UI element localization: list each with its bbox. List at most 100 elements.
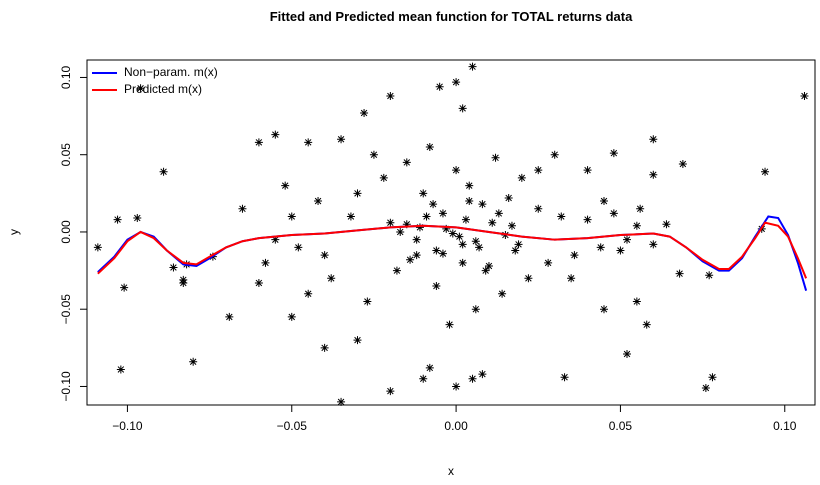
point [517, 173, 526, 182]
point [511, 246, 520, 255]
point [327, 274, 336, 283]
point [287, 212, 296, 221]
point [609, 209, 618, 218]
point [287, 312, 296, 321]
point [636, 204, 645, 213]
point [386, 91, 395, 100]
point [504, 193, 513, 202]
point [461, 215, 470, 224]
point [649, 240, 658, 249]
point [415, 223, 424, 232]
point [471, 237, 480, 246]
point [425, 142, 434, 151]
point [800, 91, 809, 100]
point [320, 251, 329, 260]
point [478, 200, 487, 209]
x-tick-label: −0.05 [277, 419, 308, 433]
point [524, 274, 533, 283]
point [514, 240, 523, 249]
point [337, 135, 346, 144]
point [465, 181, 474, 190]
chart-title: Fitted and Predicted mean function for T… [270, 9, 633, 24]
point [468, 374, 477, 383]
point [419, 189, 428, 198]
point [271, 235, 280, 244]
point [254, 278, 263, 287]
point [468, 62, 477, 71]
point [488, 218, 497, 227]
point [761, 167, 770, 176]
point [448, 229, 457, 238]
point [120, 283, 129, 292]
point [599, 197, 608, 206]
point [478, 370, 487, 379]
point [294, 243, 303, 252]
point [678, 159, 687, 168]
point [623, 350, 632, 359]
point [320, 343, 329, 352]
point [491, 153, 500, 162]
point [438, 249, 447, 258]
point [481, 266, 490, 275]
point [386, 387, 395, 396]
point [432, 282, 441, 291]
point [363, 297, 372, 306]
point [93, 243, 102, 252]
point [534, 204, 543, 213]
point [136, 84, 145, 93]
point [455, 232, 464, 241]
point [494, 209, 503, 218]
point [281, 181, 290, 190]
point [609, 149, 618, 158]
point [369, 150, 378, 159]
point [432, 246, 441, 255]
point [583, 166, 592, 175]
point [435, 82, 444, 91]
point [406, 255, 415, 264]
point [616, 246, 625, 255]
point [133, 214, 142, 223]
point [422, 212, 431, 221]
point [379, 173, 388, 182]
point [402, 220, 411, 229]
point [550, 150, 559, 159]
point [475, 243, 484, 252]
point [337, 397, 346, 406]
y-tick-label: 0.10 [59, 65, 73, 89]
x-tick-label: −0.10 [112, 419, 143, 433]
point [254, 138, 263, 147]
point [425, 363, 434, 372]
point [314, 197, 323, 206]
point [458, 258, 467, 267]
legend-label: Non−param. m(x) [124, 65, 218, 79]
point [544, 258, 553, 267]
point [583, 215, 592, 224]
point [304, 138, 313, 147]
point [649, 135, 658, 144]
point [442, 224, 451, 233]
point [498, 289, 507, 298]
y-tick-label: 0.05 [59, 143, 73, 167]
point [599, 305, 608, 314]
point [465, 197, 474, 206]
point [271, 130, 280, 139]
point [567, 274, 576, 283]
point [705, 271, 714, 280]
point [429, 200, 438, 209]
point [452, 166, 461, 175]
x-tick-label: 0.10 [773, 419, 797, 433]
point [412, 235, 421, 244]
point [570, 251, 579, 260]
point [225, 312, 234, 321]
point [701, 384, 710, 393]
y-tick-label: 0.00 [59, 220, 73, 244]
point [649, 170, 658, 179]
point [419, 374, 428, 383]
point [632, 221, 641, 230]
x-tick-label: 0.05 [609, 419, 633, 433]
y-tick-label: −0.10 [59, 371, 73, 402]
point [452, 78, 461, 87]
point [642, 320, 651, 329]
line [97, 221, 808, 279]
